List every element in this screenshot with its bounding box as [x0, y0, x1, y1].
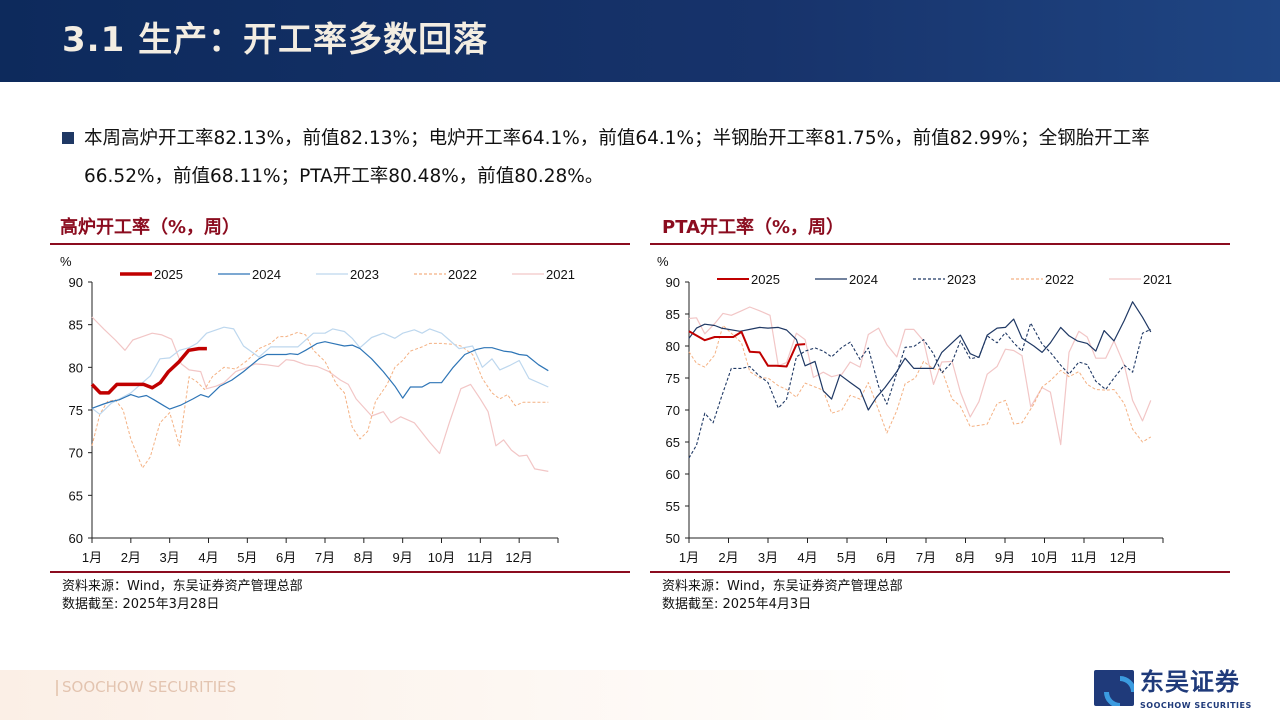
left-title-divider [50, 243, 630, 245]
y-tick-label: 70 [666, 403, 680, 418]
footer-brand: SOOCHOW SECURITIES [62, 678, 237, 696]
x-tick-label: 3月 [160, 550, 180, 565]
legend-label-2022: 2022 [1045, 272, 1074, 287]
y-tick-label: 65 [69, 488, 83, 503]
legend-label-2025: 2025 [751, 272, 780, 287]
summary-paragraph: 本周高炉开工率82.13%，前值82.13%；电炉开工率64.1%，前值64.1… [62, 120, 1232, 196]
x-tick-label: 4月 [198, 550, 218, 565]
x-tick-label: 1月 [82, 550, 102, 565]
legend-label-2024: 2024 [252, 267, 281, 282]
x-tick-label: 8月 [354, 550, 374, 565]
footer-divider [56, 680, 58, 696]
series-line-2023 [688, 322, 1152, 459]
x-tick-label: 11月 [467, 550, 494, 565]
y-tick-label: 80 [666, 339, 680, 354]
series-line-2021 [688, 306, 1152, 446]
x-tick-label: 2月 [121, 550, 141, 565]
right-chart-title: PTA开工率（%，周） [662, 217, 845, 238]
series-line-2021 [91, 316, 549, 472]
x-tick-label: 7月 [315, 550, 335, 565]
y-tick-label: 85 [69, 318, 83, 333]
series-line-2025 [90, 346, 207, 395]
x-tick-label: 3月 [758, 550, 778, 565]
right-source-text: 资料来源：Wind，东吴证券资产管理总部 [662, 579, 903, 594]
logo-mark-icon [1094, 670, 1134, 706]
x-tick-label: 2月 [718, 550, 738, 565]
left-chart-title: 高炉开工率（%，周） [60, 217, 241, 238]
legend-label-2023: 2023 [947, 272, 976, 287]
legend-label-2023: 2023 [350, 267, 379, 282]
y-tick-label: 55 [666, 499, 680, 514]
x-tick-label: 12月 [505, 550, 532, 565]
page-title: 3.1 生产：开工率多数回落 [62, 20, 489, 60]
logo-en: SOOCHOW SECURITIES [1140, 701, 1252, 710]
y-tick-label: 75 [666, 371, 680, 386]
x-tick-label: 5月 [237, 550, 257, 565]
x-tick-label: 11月 [1071, 550, 1098, 565]
x-tick-label: 10月 [1031, 550, 1058, 565]
y-tick-label: 60 [666, 467, 680, 482]
footer: SOOCHOW SECURITIES [0, 670, 1280, 720]
y-tick-label: 60 [69, 531, 83, 546]
y-tick-label: 90 [69, 275, 83, 290]
right-cutoff-text: 数据截至: 2025年4月3日 [662, 597, 812, 612]
legend-label-2022: 2022 [448, 267, 477, 282]
right-title-divider [650, 243, 1230, 245]
series-line-2023 [91, 326, 549, 415]
x-tick-label: 12月 [1110, 550, 1137, 565]
x-tick-label: 9月 [995, 550, 1015, 565]
y-tick-label: 75 [69, 403, 83, 418]
left-source-text: 资料来源：Wind，东吴证券资产管理总部 [62, 579, 303, 594]
y-tick-label: 80 [69, 360, 83, 375]
bullet-square-icon [62, 132, 74, 144]
company-logo: 东吴证券 SOOCHOW SECURITIES [1094, 668, 1264, 714]
legend-label-2021: 2021 [546, 267, 575, 282]
x-tick-label: 7月 [916, 550, 936, 565]
y-tick-label: 90 [666, 275, 680, 290]
y-tick-label: 50 [666, 531, 680, 546]
header-banner: 3.1 生产：开工率多数回落 [0, 0, 1280, 82]
left-source: 资料来源：Wind，东吴证券资产管理总部 数据截至: 2025年3月28日 [62, 578, 303, 614]
series-line-2024 [91, 341, 549, 410]
x-tick-label: 6月 [276, 550, 296, 565]
series-line-2025 [688, 330, 806, 368]
y-tick-label: 85 [666, 307, 680, 322]
right-source: 资料来源：Wind，东吴证券资产管理总部 数据截至: 2025年4月3日 [662, 578, 903, 614]
x-tick-label: 10月 [428, 550, 455, 565]
x-tick-label: 6月 [876, 550, 896, 565]
x-tick-label: 8月 [955, 550, 975, 565]
y-axis-unit: % [657, 254, 669, 269]
left-cutoff-text: 数据截至: 2025年3月28日 [62, 597, 220, 612]
series-line-2022 [688, 325, 1152, 443]
y-tick-label: 70 [69, 446, 83, 461]
left-bottom-divider [50, 571, 630, 573]
legend-label-2021: 2021 [1143, 272, 1172, 287]
series-line-2024 [688, 301, 1152, 411]
x-tick-label: 1月 [679, 550, 699, 565]
summary-text: 本周高炉开工率82.13%，前值82.13%；电炉开工率64.1%，前值64.1… [84, 128, 1150, 187]
logo-cn: 东吴证券 [1140, 668, 1240, 696]
x-tick-label: 5月 [837, 550, 857, 565]
x-tick-label: 9月 [393, 550, 413, 565]
y-axis-unit: % [60, 254, 72, 269]
series-line-2022 [91, 331, 549, 469]
right-bottom-divider [650, 571, 1230, 573]
x-tick-label: 4月 [797, 550, 817, 565]
legend-label-2024: 2024 [849, 272, 878, 287]
legend-label-2025: 2025 [154, 267, 183, 282]
y-tick-label: 65 [666, 435, 680, 450]
